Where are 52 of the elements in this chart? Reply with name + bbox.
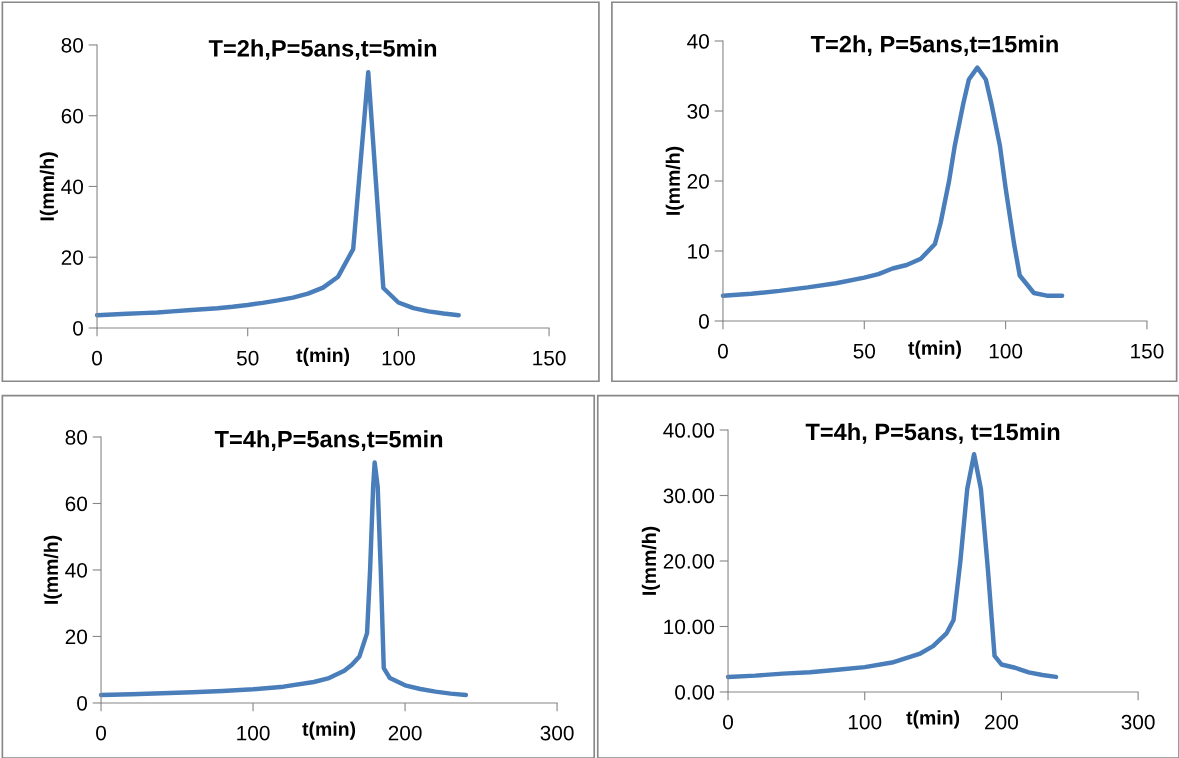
x-tick-label: 300: [1121, 714, 1155, 730]
x-tick-label: 50: [236, 350, 259, 366]
x-tick-label: 150: [1131, 343, 1164, 359]
y-tick-label: 0: [77, 695, 88, 711]
y-tick-label: 40: [61, 179, 84, 195]
y-axis-title: I(mm/h): [39, 152, 58, 221]
y-tick-label: 10: [688, 244, 709, 259]
chart-title: T=4h,P=5ans,t=5min: [214, 430, 443, 451]
chart-title: T=2h,P=5ans,t=5min: [208, 39, 437, 61]
x-tick-label: 50: [853, 343, 876, 359]
y-tick-label: 40.00: [663, 423, 715, 438]
x-axis-title: t(min): [906, 710, 960, 729]
y-axis-title: I(mm/h): [665, 146, 684, 215]
x-tick-label: 100: [848, 714, 882, 730]
line-series: [94, 69, 461, 318]
x-tick-label: 100: [382, 350, 415, 366]
y-tick-label: 10.00: [664, 619, 715, 635]
x-tick-label: 100: [237, 725, 270, 741]
chart-title: T=2h, P=5ans,t=15min: [810, 35, 1058, 56]
x-tick-label: 300: [540, 725, 574, 741]
y-tick-label: 40: [687, 34, 709, 49]
x-tick-label: 0: [96, 725, 107, 741]
x-tick-label: 100: [989, 343, 1023, 359]
y-tick-label: 0.00: [675, 684, 715, 700]
y-axis-title: I(mm/h): [641, 526, 660, 595]
y-tick-label: 0: [699, 314, 709, 329]
chart-title: T=4h, P=5ans, t=15min: [805, 422, 1060, 444]
y-tick-label: 40: [65, 562, 88, 578]
line-series: [98, 460, 469, 698]
y-tick-label: 60: [61, 108, 84, 124]
y-tick-label: 20.00: [663, 554, 715, 569]
line-series: [725, 452, 1059, 680]
line-series: [720, 65, 1065, 299]
y-tick-label: 30: [687, 104, 709, 119]
x-tick-label: 0: [92, 350, 103, 366]
y-tick-label: 20: [61, 250, 84, 265]
x-axis-title: t(min): [296, 347, 350, 366]
y-tick-label: 80: [61, 37, 84, 53]
x-tick-label: 150: [533, 350, 566, 366]
y-tick-label: 60: [65, 496, 88, 512]
x-tick-label: 200: [985, 714, 1018, 730]
x-tick-label: 200: [388, 725, 422, 741]
y-tick-label: 0: [73, 320, 84, 336]
y-tick-label: 20: [65, 629, 88, 645]
x-axis-title: t(min): [302, 721, 356, 740]
x-tick-label: 0: [723, 714, 734, 730]
y-axis-title: I(mm/h): [43, 535, 62, 604]
x-axis-title: t(min): [908, 340, 961, 359]
y-tick-label: 20: [687, 174, 709, 189]
y-tick-label: 30.00: [663, 488, 715, 504]
y-tick-label: 80: [65, 429, 88, 445]
x-tick-label: 0: [717, 343, 728, 359]
